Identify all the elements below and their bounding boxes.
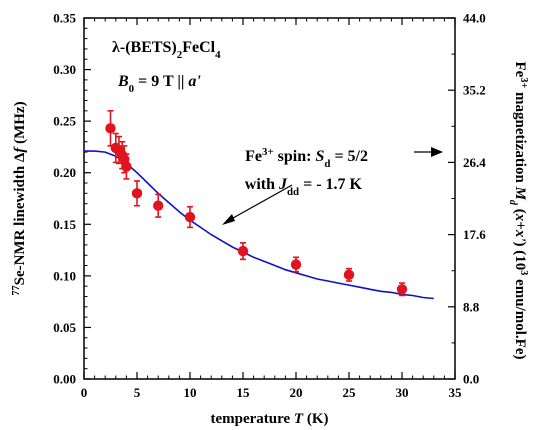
data-marker	[105, 123, 116, 134]
y-right-tick-label: 44.0	[463, 11, 486, 26]
x-tick-label: 5	[134, 385, 141, 400]
data-marker	[121, 161, 132, 172]
x-tick-label: 20	[290, 385, 303, 400]
y-right-tick-label: 26.4	[463, 155, 486, 170]
annotation-field: B0 = 9 T || a'	[117, 73, 201, 95]
data-marker	[131, 188, 143, 199]
x-tick-label: 10	[184, 385, 197, 400]
data-marker	[153, 200, 164, 211]
data-point	[290, 256, 302, 273]
annotation-compound: λ-(BETS)2FeCl4	[112, 39, 221, 61]
y-left-tick-label: 0.10	[53, 268, 76, 283]
x-tick-label: 30	[396, 385, 409, 400]
x-tick-label: 15	[237, 385, 251, 400]
annotations: λ-(BETS)2FeCl4 B0 = 9 T || a' Fe3+ spin: S…	[112, 39, 443, 225]
y-left-tick-label: 0.30	[53, 62, 76, 77]
data-point	[396, 282, 408, 297]
data-marker	[343, 269, 355, 281]
fit-curve	[84, 150, 434, 300]
data-point	[121, 153, 132, 180]
y-left-tick-label: 0.05	[53, 320, 76, 335]
y-right-tick-label: 35.2	[463, 83, 486, 98]
y-left-tick-label: 0.35	[53, 11, 76, 26]
data-marker	[290, 259, 302, 270]
axis-ticks: 0 5 10 15 20 25 30 35 0.00 0.05 0.10 0.15 0.20 0.25 0.…	[53, 11, 486, 401]
x-tick-label: 35	[449, 385, 463, 400]
data-point	[343, 267, 355, 282]
data-point	[105, 110, 116, 147]
x-tick-label: 25	[343, 385, 357, 400]
y-left-axis-label: 77Se-NMR linewidth Δf (MHz)	[11, 101, 29, 295]
y-left-tick-label: 0.00	[53, 372, 76, 387]
right-axis-arrowhead	[431, 147, 443, 157]
y-right-tick-label: 8.8	[463, 299, 480, 314]
y-left-tick-label: 0.20	[53, 165, 76, 180]
data-series	[84, 110, 434, 300]
data-point	[237, 242, 249, 261]
data-point	[153, 193, 164, 218]
annotation-coupling: with Jdd = - 1.7 K	[245, 176, 363, 198]
y-right-tick-label: 17.6	[463, 227, 486, 242]
axis-labels: temperature T (K) 77Se-NMR linewidth Δf (…	[11, 62, 530, 427]
data-point	[131, 180, 143, 207]
data-marker	[237, 245, 249, 257]
y-left-tick-label: 0.25	[53, 114, 76, 129]
curve-pointer-arrow	[225, 184, 293, 223]
data-point	[184, 205, 196, 229]
y-right-tick-label: 0.0	[463, 372, 479, 387]
x-tick-label: 0	[81, 385, 88, 400]
x-axis-label: temperature T (K)	[210, 411, 328, 427]
data-marker	[396, 284, 408, 295]
y-left-tick-label: 0.15	[53, 217, 76, 232]
annotation-spin: Fe3+ spin: Sd = 5/2	[245, 146, 368, 170]
curve-pointer-arrowhead	[222, 214, 235, 225]
data-marker	[184, 211, 196, 223]
y-right-axis-label: Fe3+ magnetization Md (x+x') (103 emu/mo…	[508, 62, 530, 360]
